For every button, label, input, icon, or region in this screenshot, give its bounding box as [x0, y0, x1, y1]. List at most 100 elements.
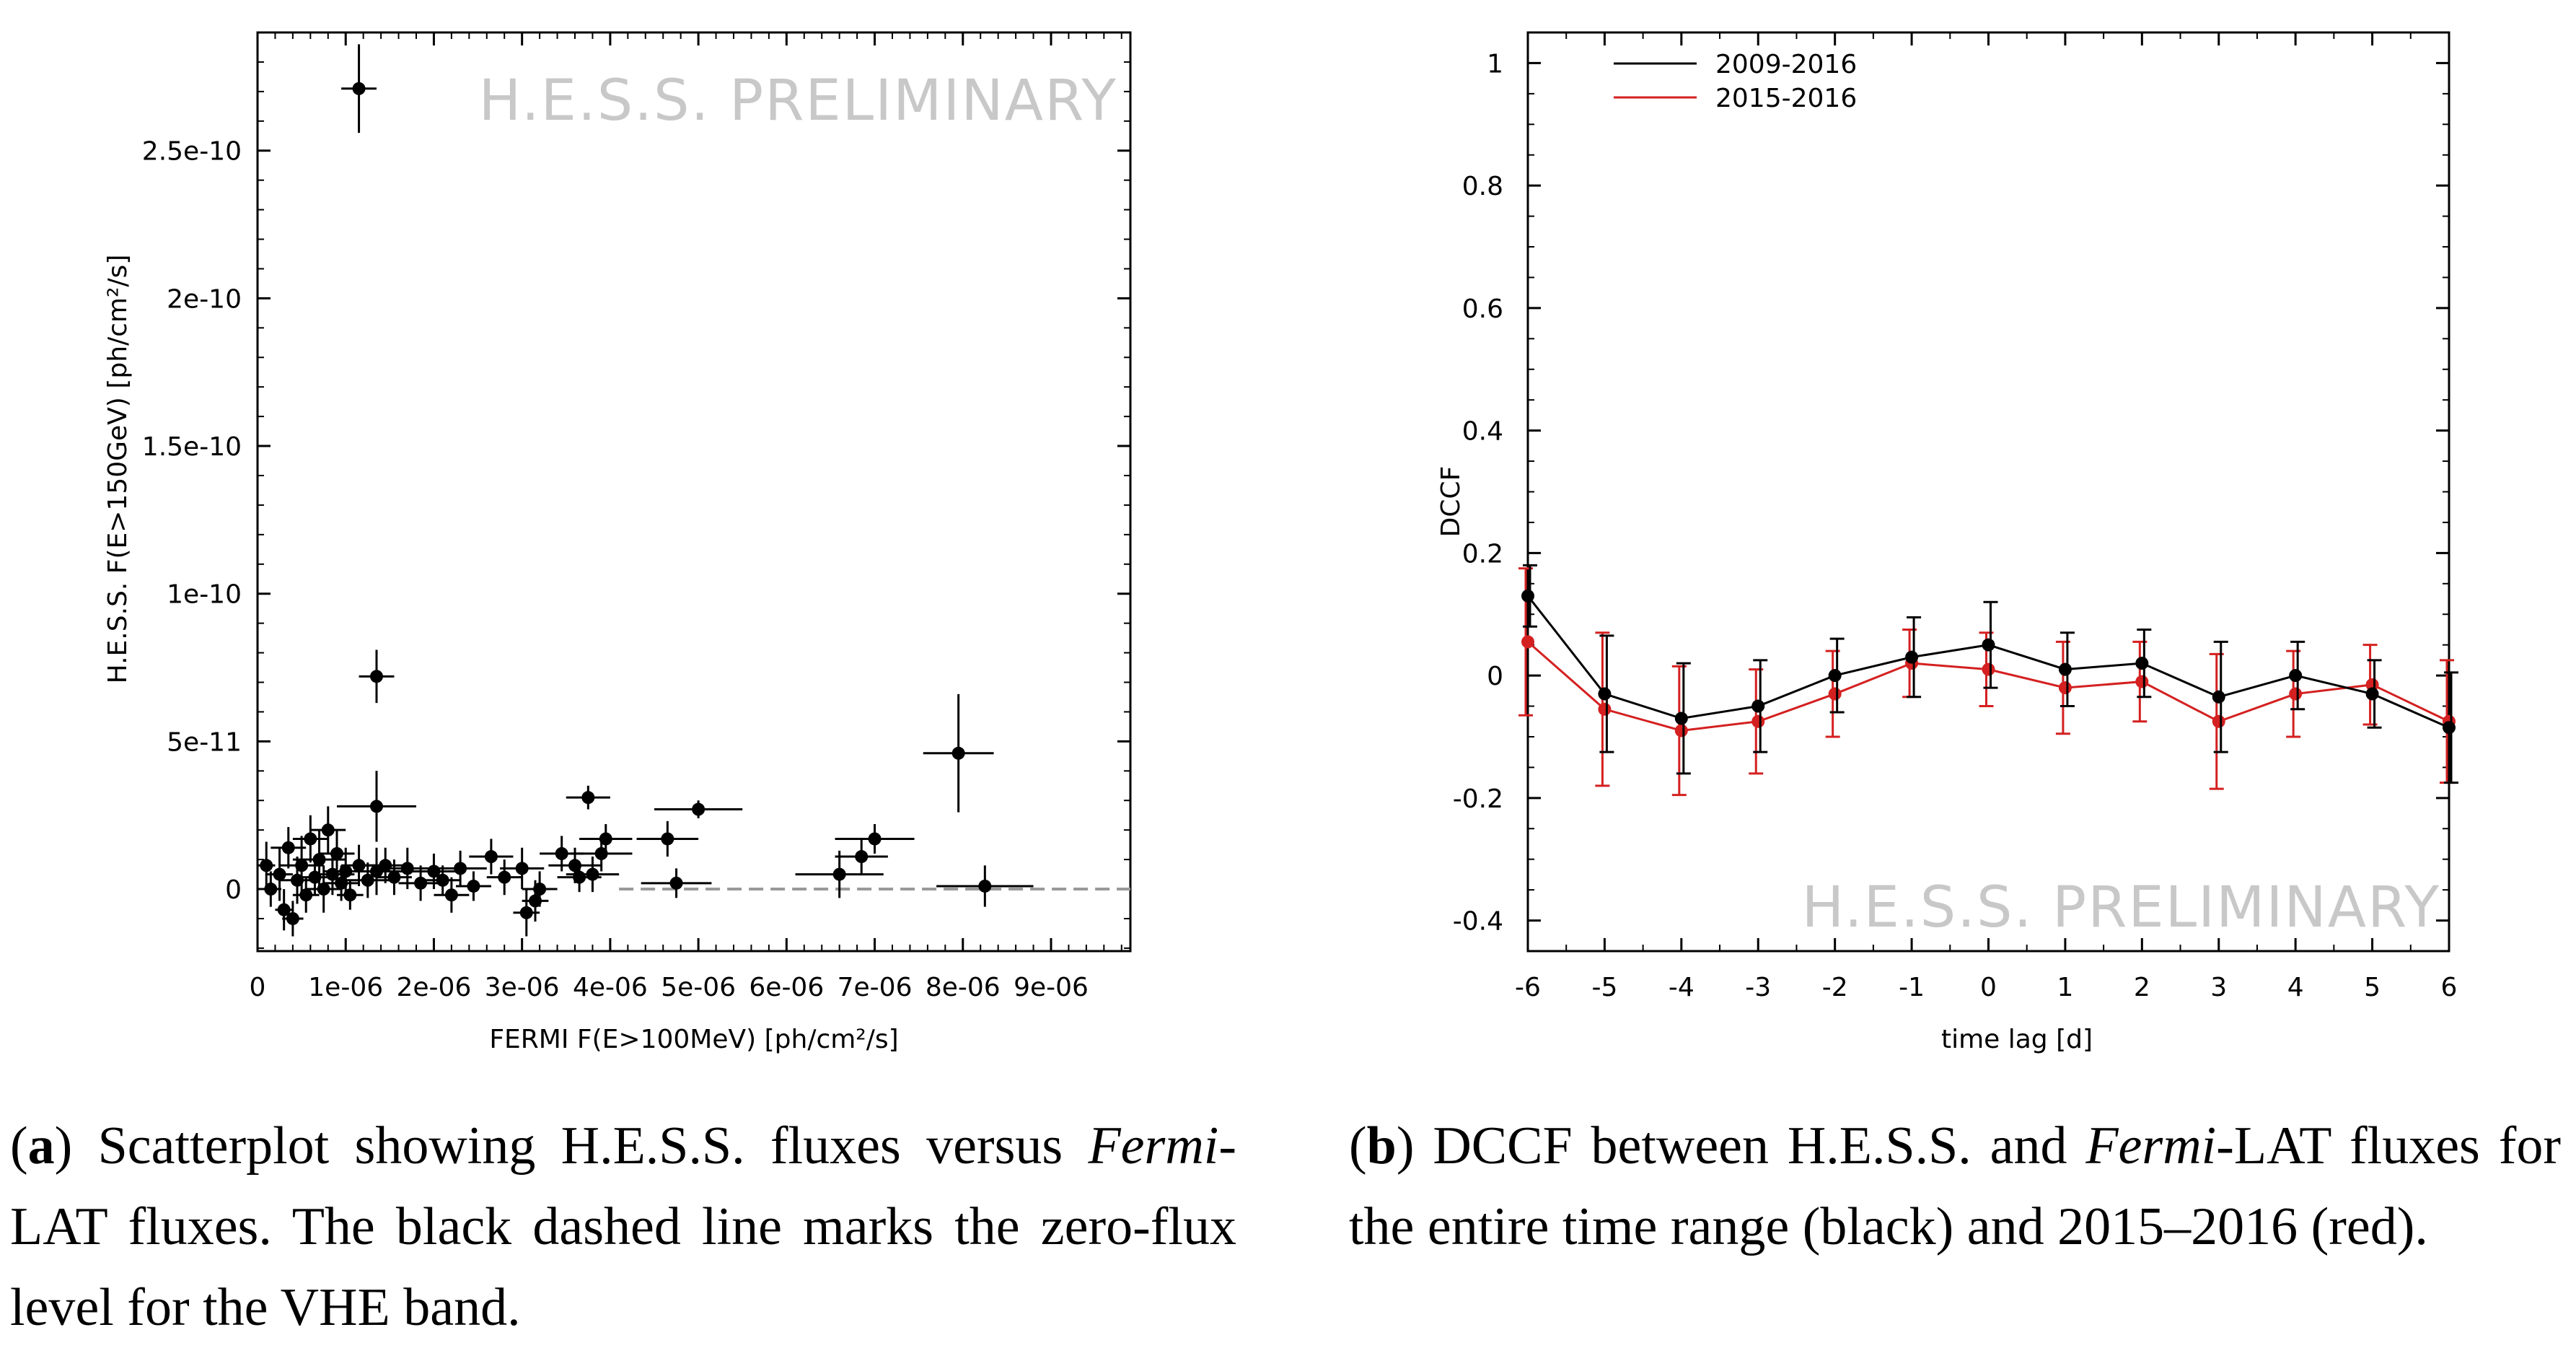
scatter-marker — [573, 870, 586, 884]
caption-a-post: -LAT fluxes. The black dashed line marks… — [10, 1116, 1236, 1337]
dccf-plot-frame — [1526, 31, 2450, 953]
dccf-point — [1521, 589, 1534, 603]
scatter-marker — [352, 82, 366, 95]
scatter-x-tick-label: 8e-06 — [926, 973, 1001, 1002]
scatter-point — [434, 850, 487, 886]
dccf-point — [1521, 635, 1534, 649]
caption-a-pre: Scatterplot showing H.E.S.S. fluxes vers… — [72, 1116, 1089, 1176]
dccf-point — [1598, 687, 1612, 701]
dccf-y-axis-label: DCCF — [1436, 466, 1466, 538]
scatter-point — [456, 871, 491, 901]
dccf-y-tick-label: 1 — [1487, 49, 1503, 79]
dccf-point — [2365, 687, 2379, 701]
dccf-y-tick-label: 0 — [1487, 662, 1503, 691]
scatter-marker — [304, 832, 317, 846]
scatter-point — [337, 880, 364, 910]
dccf-x-tick-label: -4 — [1669, 973, 1694, 1002]
scatter-point — [337, 771, 416, 842]
scatter-point — [310, 806, 346, 854]
scatter-marker — [669, 876, 683, 890]
caption-b-post: -LAT fluxes for the entire time range (b… — [1349, 1116, 2561, 1256]
dccf-legend: 2009-2016 2015-2016 — [1614, 50, 1857, 113]
scatter-ticks: 0 1e-06 2e-06 3e-06 4e-06 5e-06 6e-06 7e-06 8e-0… — [142, 32, 1130, 1002]
scatter-marker — [855, 850, 869, 864]
scatter-marker — [484, 850, 498, 864]
scatter-marker — [832, 867, 846, 881]
scatter-x-tick-label: 1e-06 — [308, 973, 383, 1002]
scatter-marker — [454, 862, 467, 875]
scatter-marker — [951, 746, 965, 760]
dccf-y-tick-label: 0.2 — [1462, 539, 1503, 569]
dccf-point — [1674, 712, 1688, 725]
dccf-x-tick-label: 6 — [2441, 973, 2458, 1002]
scatter-point — [654, 800, 743, 818]
dccf-point — [2135, 675, 2149, 688]
scatter-point — [292, 815, 328, 863]
dccf-x-axis-label: time lag [d] — [1941, 1025, 2093, 1054]
scatter-marker — [581, 791, 595, 805]
scatter-marker — [370, 670, 383, 683]
scatter-marker — [661, 832, 674, 846]
caption-b-pre: DCCF between H.E.S.S. and — [1414, 1116, 2086, 1176]
dccf-y-tick-label: -0.2 — [1453, 784, 1503, 814]
dccf-point — [2058, 662, 2072, 676]
scatter-point — [579, 823, 633, 854]
dccf-point — [1751, 714, 1765, 728]
dccf-x-tick-label: -1 — [1899, 973, 1925, 1002]
scatter-marker — [533, 883, 547, 896]
legend-label-2015-2016: 2015-2016 — [1715, 84, 1857, 113]
scatter-marker — [400, 862, 414, 875]
scatter-marker — [286, 911, 299, 925]
dccf-point — [1751, 699, 1765, 713]
scatter-y-tick-label: 2.5e-10 — [142, 137, 242, 167]
dccf-x-tick-label: 5 — [2364, 973, 2381, 1002]
scatter-marker — [330, 846, 343, 860]
scatter-marker — [343, 888, 357, 902]
scatter-x-tick-label: 7e-06 — [838, 973, 913, 1002]
scatter-point — [258, 841, 276, 890]
scatter-x-tick-label: 6e-06 — [749, 973, 824, 1002]
legend-label-2009-2016: 2009-2016 — [1715, 50, 1857, 79]
dccf-x-tick-label: 0 — [1980, 973, 1997, 1002]
scatter-point — [486, 859, 522, 896]
scatter-y-axis-label: H.E.S.S. F(E>150GeV) [ph/cm²/s] — [103, 255, 133, 684]
dccf-y-tick-label: 0.4 — [1462, 417, 1503, 447]
scatter-point — [275, 889, 293, 931]
scatter-point — [271, 827, 307, 869]
scatter-marker — [281, 841, 295, 854]
scatter-marker — [317, 883, 330, 896]
scatter-marker — [339, 865, 353, 878]
caption-a: (a) Scatterplot showing H.E.S.S. fluxes … — [10, 1116, 1236, 1337]
scatter-marker — [312, 853, 326, 867]
scatter-points — [258, 44, 1034, 937]
scatter-marker — [379, 859, 392, 872]
scatter-marker — [436, 873, 449, 887]
scatter-panel: 0 1e-06 2e-06 3e-06 4e-06 5e-06 6e-06 7e-06 8e-0… — [103, 31, 1132, 1054]
caption-a-tag: a — [27, 1116, 55, 1176]
scatter-y-tick-label: 0 — [225, 875, 242, 905]
dccf-series-2009-2016 — [1521, 564, 2458, 784]
scatter-point — [835, 839, 888, 875]
scatter-y-tick-label: 1.5e-10 — [142, 432, 242, 462]
scatter-point — [566, 785, 610, 810]
dccf-series-line — [1527, 641, 2450, 732]
caption-a-italic: Fermi — [1088, 1116, 1219, 1176]
dccf-point — [2212, 690, 2225, 704]
dccf-watermark: H.E.S.S. PRELIMINARY — [1802, 875, 2440, 940]
scatter-marker — [444, 888, 458, 902]
scatter-point — [936, 865, 1034, 907]
scatter-marker — [414, 876, 428, 890]
scatter-y-tick-label: 5e-11 — [167, 727, 242, 757]
scatter-marker — [260, 859, 273, 872]
scatter-point — [641, 868, 712, 898]
scatter-marker — [299, 888, 313, 902]
scatter-marker — [387, 870, 401, 884]
dccf-x-tick-label: 3 — [2210, 973, 2227, 1002]
scatter-marker — [370, 800, 383, 813]
scatter-point — [341, 44, 377, 134]
scatter-marker — [352, 859, 366, 872]
scatter-plot-frame — [256, 31, 1132, 953]
dccf-x-tick-label: -5 — [1591, 973, 1617, 1002]
scatter-marker — [978, 879, 992, 893]
scatter-point — [835, 823, 915, 854]
